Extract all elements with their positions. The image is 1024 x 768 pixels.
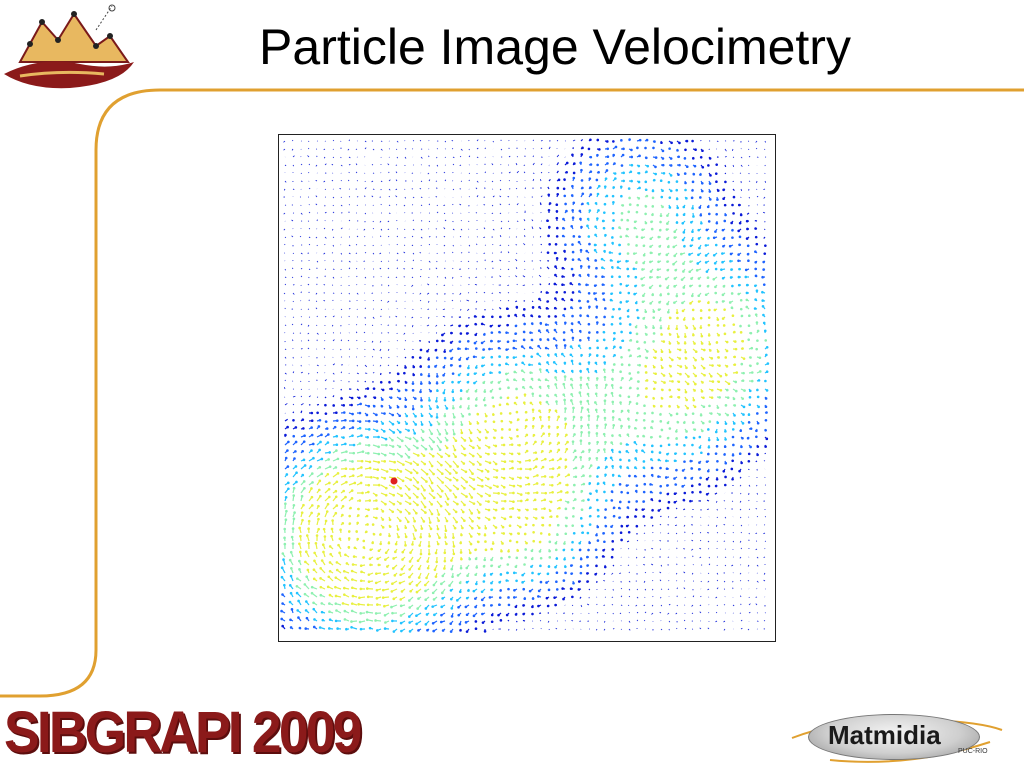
piv-vector-field-figure — [278, 134, 776, 642]
slide-title: Particle Image Velocimetry — [259, 19, 851, 75]
sibgrapi-2009-logo: SIBGRAPI 2009 — [4, 700, 362, 765]
matmidia-logo: Matmidia PUC-RIO — [790, 708, 1004, 764]
matmidia-logo-subtext: PUC-RIO — [958, 748, 988, 755]
piv-vector-field — [280, 138, 770, 633]
max-velocity-marker — [390, 477, 398, 485]
matmidia-badge — [808, 714, 980, 760]
sibgrapi-mountain-logo — [4, 4, 134, 89]
vector-arrows — [280, 138, 770, 633]
matmidia-logo-text: Matmidia — [828, 720, 941, 750]
